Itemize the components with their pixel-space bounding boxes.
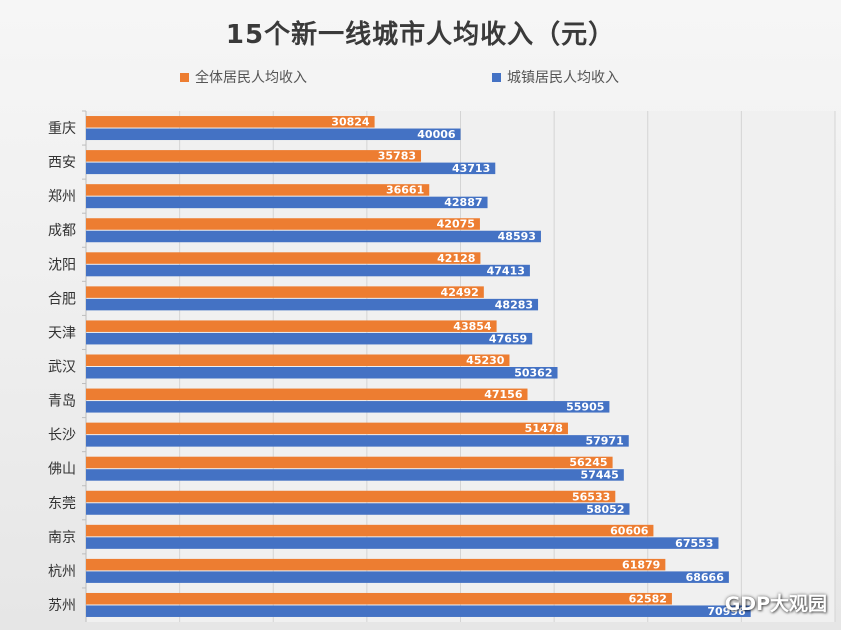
legend-item-total-income: 全体居民人均收入	[180, 67, 307, 87]
bar-total-income	[86, 252, 481, 264]
data-label: 30824	[331, 116, 370, 129]
data-label: 43854	[453, 320, 492, 333]
bar-urban-income	[86, 264, 530, 277]
data-label: 58052	[586, 503, 624, 516]
data-label: 47659	[489, 332, 527, 345]
category-label: 郑州	[48, 189, 76, 205]
bar-urban-income	[86, 332, 533, 345]
data-label: 42128	[437, 252, 475, 265]
data-label: 48283	[495, 298, 533, 311]
data-label: 70996	[707, 605, 746, 618]
data-label: 57971	[585, 435, 623, 448]
chart-title: 15个新一线城市人均收入（元）	[225, 20, 616, 50]
bar-total-income	[86, 388, 528, 401]
bar-total-income	[86, 320, 497, 332]
category-label: 西安	[48, 155, 76, 171]
data-label: 60606	[610, 524, 649, 537]
data-label: 42075	[437, 218, 475, 231]
category-label: 东莞	[48, 496, 76, 512]
category-label: 沈阳	[48, 257, 76, 273]
legend-swatch-blue	[492, 72, 501, 82]
bar-urban-income	[86, 230, 541, 243]
bar-total-income	[86, 354, 510, 366]
data-label: 62582	[629, 592, 667, 605]
bar-urban-income	[86, 469, 624, 481]
bar-total-income	[86, 218, 480, 230]
bar-urban-income	[86, 537, 719, 549]
category-label: 苏州	[48, 598, 76, 614]
data-label: 56245	[569, 456, 607, 469]
bar-urban-income	[86, 162, 496, 175]
category-label: 重庆	[48, 121, 76, 137]
category-label: 佛山	[48, 462, 76, 478]
data-label: 48593	[498, 230, 536, 243]
legend-swatch-orange	[180, 72, 189, 82]
category-label: 杭州	[48, 564, 76, 580]
data-label: 50362	[514, 367, 552, 380]
data-label: 47156	[484, 388, 523, 401]
bar-total-income	[86, 456, 613, 469]
bar-urban-income	[86, 571, 729, 583]
data-label: 55905	[566, 401, 604, 414]
bar-urban-income	[86, 435, 629, 447]
bar-urban-income	[86, 367, 558, 379]
data-label: 43713	[452, 162, 490, 175]
data-label: 45230	[466, 354, 505, 367]
bar-total-income	[86, 558, 666, 571]
data-label: 42887	[444, 196, 482, 209]
category-label: 武汉	[48, 360, 76, 376]
bar-total-income	[86, 150, 422, 162]
data-label: 40006	[417, 128, 456, 141]
bar-urban-income	[86, 605, 751, 617]
legend-item-urban-income: 城镇居民人均收入	[492, 67, 619, 87]
bar-urban-income	[86, 503, 630, 515]
category-label: 合肥	[48, 291, 76, 307]
bar-urban-income	[86, 196, 488, 209]
bar-total-income	[86, 286, 484, 298]
data-label: 35783	[378, 150, 416, 163]
data-label: 57445	[581, 469, 619, 482]
data-label: 42492	[441, 286, 479, 299]
bar-total-income	[86, 422, 568, 435]
bar-total-income	[86, 524, 654, 537]
data-label: 68666	[686, 571, 725, 584]
data-label: 51478	[525, 422, 563, 435]
bar-urban-income	[86, 298, 539, 311]
bar-total-income	[86, 116, 375, 128]
watermark: GDP大观园	[724, 593, 827, 615]
bar-urban-income	[86, 128, 461, 141]
data-label: 61879	[622, 558, 660, 571]
category-label: 天津	[48, 325, 76, 341]
bar-total-income	[86, 490, 616, 503]
data-label: 56533	[572, 490, 610, 503]
bar-total-income	[86, 592, 672, 605]
category-label: 南京	[48, 530, 76, 546]
legend-label-urban-income: 城镇居民人均收入	[507, 70, 619, 86]
data-label: 36661	[386, 184, 424, 197]
data-label: 47413	[487, 264, 525, 277]
category-label: 长沙	[48, 428, 76, 444]
category-label: 成都	[48, 223, 76, 239]
legend-label-total-income: 全体居民人均收入	[195, 70, 307, 86]
category-label: 青岛	[48, 394, 76, 410]
data-label: 67553	[675, 537, 713, 550]
bar-total-income	[86, 184, 430, 196]
bar-urban-income	[86, 401, 610, 413]
